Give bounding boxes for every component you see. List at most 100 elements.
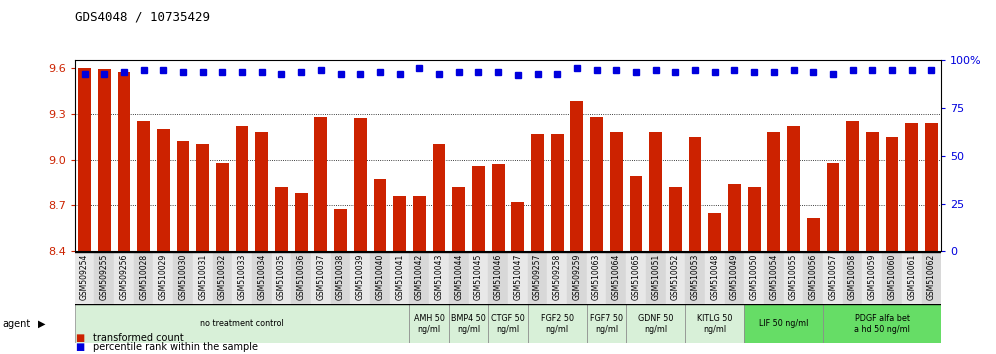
Bar	[744, 304, 823, 343]
Text: FGF7 50
ng/ml: FGF7 50 ng/ml	[590, 314, 622, 333]
Text: GSM510046: GSM510046	[494, 253, 503, 300]
Bar	[272, 252, 291, 304]
Text: GSM510054: GSM510054	[769, 253, 778, 300]
Bar	[252, 252, 272, 304]
Bar	[472, 166, 485, 251]
Text: GSM510039: GSM510039	[356, 253, 365, 300]
Bar	[705, 252, 724, 304]
Bar	[137, 121, 150, 251]
Bar	[157, 129, 169, 251]
Text: GSM509259: GSM509259	[573, 253, 582, 300]
Bar	[847, 121, 859, 251]
Bar	[784, 252, 804, 304]
Bar	[587, 304, 626, 343]
Text: GSM510047: GSM510047	[513, 253, 522, 300]
Bar	[665, 252, 685, 304]
Bar	[292, 252, 311, 304]
Bar	[629, 176, 642, 251]
Bar	[351, 252, 371, 304]
Text: GSM510058: GSM510058	[849, 253, 858, 300]
Text: GSM510043: GSM510043	[434, 253, 443, 300]
Bar	[173, 252, 193, 304]
Bar	[626, 252, 645, 304]
Text: GSM510030: GSM510030	[178, 253, 187, 300]
Bar	[863, 252, 882, 304]
Text: GSM510037: GSM510037	[317, 253, 326, 300]
Bar	[885, 137, 898, 251]
Bar	[744, 252, 764, 304]
Text: GSM510042: GSM510042	[415, 253, 424, 300]
Text: GSM510028: GSM510028	[139, 253, 148, 300]
Text: GSM510051: GSM510051	[651, 253, 660, 300]
Bar	[764, 252, 784, 304]
Text: FGF2 50
ng/ml: FGF2 50 ng/ml	[541, 314, 574, 333]
Bar	[315, 117, 328, 251]
Bar	[236, 126, 248, 251]
Bar	[531, 133, 544, 251]
Bar	[409, 304, 449, 343]
Bar	[432, 144, 445, 251]
Text: GSM510045: GSM510045	[474, 253, 483, 300]
Bar	[196, 144, 209, 251]
Text: GSM510052: GSM510052	[671, 253, 680, 300]
Text: GSM510065: GSM510065	[631, 253, 640, 300]
Bar	[882, 252, 901, 304]
Bar	[688, 137, 701, 251]
Bar	[216, 162, 229, 251]
Text: BMP4 50
ng/ml: BMP4 50 ng/ml	[451, 314, 486, 333]
Bar	[649, 132, 662, 251]
Bar	[389, 252, 409, 304]
Bar	[645, 252, 665, 304]
Bar	[669, 187, 681, 251]
Bar	[787, 126, 800, 251]
Text: GSM510041: GSM510041	[395, 253, 404, 300]
Text: GSM510049: GSM510049	[730, 253, 739, 300]
Bar	[587, 252, 607, 304]
Text: GSM510055: GSM510055	[789, 253, 798, 300]
Text: GSM510036: GSM510036	[297, 253, 306, 300]
Text: GSM510035: GSM510035	[277, 253, 286, 300]
Bar	[75, 304, 409, 343]
Text: GSM510031: GSM510031	[198, 253, 207, 300]
Text: GSM510029: GSM510029	[158, 253, 167, 300]
Bar	[449, 304, 488, 343]
Bar	[508, 252, 528, 304]
Bar	[212, 252, 232, 304]
Bar	[866, 132, 878, 251]
Bar	[449, 252, 468, 304]
Text: no treatment control: no treatment control	[200, 319, 284, 329]
Bar	[371, 252, 389, 304]
Bar	[232, 252, 252, 304]
Bar	[728, 184, 741, 251]
Bar	[409, 252, 429, 304]
Bar	[591, 117, 603, 251]
Bar	[843, 252, 863, 304]
Text: GSM510034: GSM510034	[257, 253, 266, 300]
Bar	[551, 133, 564, 251]
Text: CTGF 50
ng/ml: CTGF 50 ng/ml	[491, 314, 525, 333]
Text: GDNF 50
ng/ml: GDNF 50 ng/ml	[638, 314, 673, 333]
Text: transformed count: transformed count	[93, 333, 183, 343]
Bar	[393, 196, 406, 251]
Bar	[610, 132, 622, 251]
Bar	[807, 218, 820, 251]
Text: GSM510064: GSM510064	[612, 253, 621, 300]
Text: ■: ■	[75, 342, 84, 352]
Text: GSM510032: GSM510032	[218, 253, 227, 300]
Text: GSM510063: GSM510063	[592, 253, 601, 300]
Bar	[488, 252, 508, 304]
Text: GSM509254: GSM509254	[80, 253, 89, 300]
Bar	[607, 252, 626, 304]
Text: GSM509256: GSM509256	[120, 253, 128, 300]
Bar	[548, 252, 567, 304]
Text: LIF 50 ng/ml: LIF 50 ng/ml	[759, 319, 809, 329]
Text: ■: ■	[75, 333, 84, 343]
Text: GSM509255: GSM509255	[100, 253, 109, 300]
Bar	[511, 202, 524, 251]
Bar	[626, 304, 685, 343]
Bar	[901, 252, 921, 304]
Bar	[571, 102, 584, 251]
Bar	[78, 68, 91, 251]
Bar	[488, 304, 528, 343]
Bar	[98, 69, 111, 251]
